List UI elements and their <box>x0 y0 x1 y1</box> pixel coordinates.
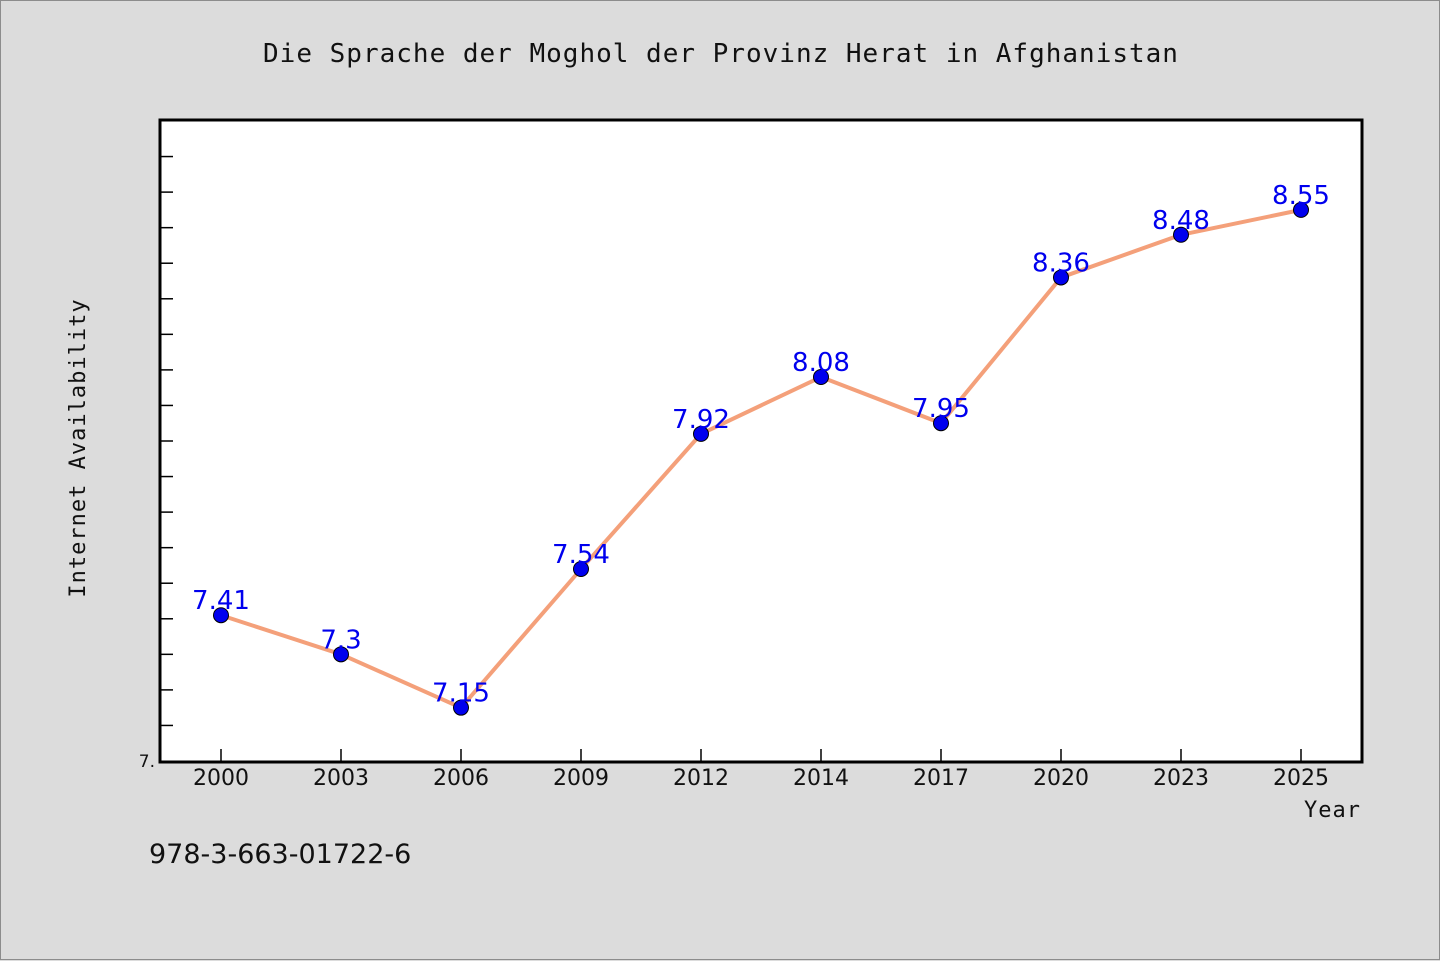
y-tick-label: 7. <box>139 752 155 772</box>
data-label: 8.36 <box>1032 248 1090 278</box>
chart-title: Die Sprache der Moghol der Provinz Herat… <box>263 39 1179 69</box>
x-tick-label: 2017 <box>913 766 969 791</box>
series-line <box>220 207 1302 710</box>
data-point <box>693 425 709 442</box>
data-label: 7.54 <box>552 540 610 570</box>
data-label: 8.08 <box>792 348 850 378</box>
x-tick-label: 2012 <box>673 766 729 791</box>
data-label: 7.41 <box>192 586 250 616</box>
x-tick-label: 2006 <box>433 766 489 791</box>
data-point <box>1293 201 1309 218</box>
data-point <box>813 369 829 385</box>
data-point <box>1173 226 1189 243</box>
data-label: 7.15 <box>432 679 490 709</box>
x-tick-label: 2009 <box>553 766 609 791</box>
data-label: 7.92 <box>672 405 730 435</box>
data-point <box>213 607 229 624</box>
data-point <box>453 699 469 716</box>
x-tick-label: 2003 <box>313 766 369 791</box>
plot-area <box>158 118 1364 764</box>
data-label: 8.48 <box>1152 206 1210 236</box>
x-tick-label: 2000 <box>193 766 249 791</box>
series-layer: 7.41 7.3 7.15 7.54 7.92 8.08 7.95 8.36 8.48 8.55 <box>192 181 1330 716</box>
y-axis-label: Internet Availability <box>66 298 91 597</box>
x-tick-label: 2025 <box>1273 766 1329 791</box>
data-label: 7.3 <box>320 625 361 655</box>
data-point <box>1053 269 1069 286</box>
data-label: 8.55 <box>1272 181 1330 211</box>
x-axis-ticks: 2000 2003 2006 2009 2012 2014 2017 2020 2023 2025 <box>193 749 1329 791</box>
data-label: 7.95 <box>912 394 970 424</box>
data-point <box>573 561 589 577</box>
data-point <box>933 415 949 432</box>
y-axis-ticks: 7. <box>139 155 173 772</box>
x-axis-label: Year <box>1304 798 1361 823</box>
x-tick-label: 2023 <box>1153 766 1209 791</box>
x-tick-label: 2014 <box>793 766 849 791</box>
data-point <box>333 646 349 663</box>
footer-code: 978-3-663-01722-6 <box>149 839 411 870</box>
x-tick-label: 2020 <box>1033 766 1089 791</box>
